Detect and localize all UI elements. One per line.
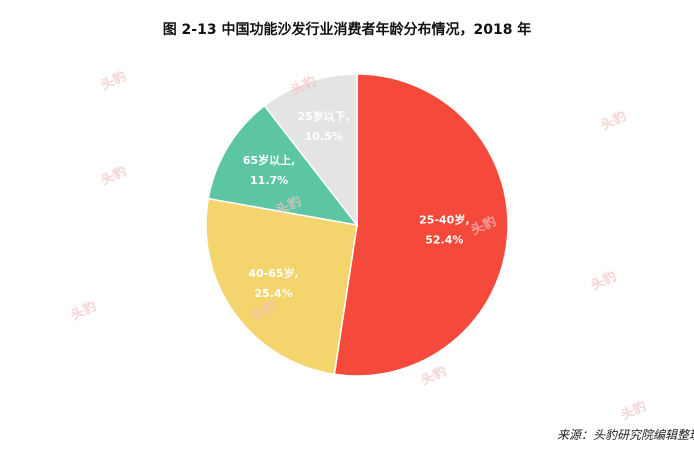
pie-slice-3 — [263, 73, 358, 228]
pie-value: 52.4% — [425, 234, 463, 247]
chart-title: 图 2-13 中国功能沙发行业消费者年龄分布情况，2018 年 — [162, 22, 532, 38]
pie-label: 65岁以上, — [243, 153, 296, 167]
source-note: 来源：头豹研究院编辑整理 — [557, 428, 694, 442]
pie-slice-2 — [207, 104, 359, 227]
pie-label: 25岁以下, — [297, 109, 350, 123]
pie-label: 25-40岁, — [419, 213, 469, 227]
pie-value: 11.7% — [250, 174, 288, 187]
pie-slice-0 — [333, 73, 509, 377]
pie-label: 40-65岁, — [248, 266, 298, 280]
pie-value: 10.5% — [305, 130, 343, 143]
pie-value: 25.4% — [254, 287, 292, 300]
pie-slice-1 — [205, 197, 358, 376]
